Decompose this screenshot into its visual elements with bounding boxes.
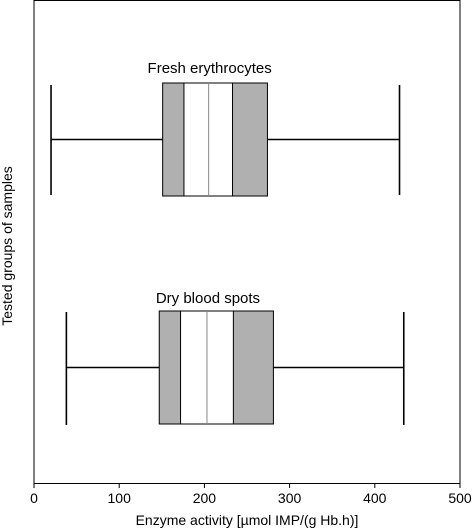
x-tick-label: 100 [108, 490, 132, 506]
boxes-layer: Fresh erythrocytes Dry blood spots [50, 60, 405, 425]
x-axis-label: Enzyme activity [µmol IMP/(g Hb.h)] [136, 512, 359, 528]
y-axis-label: Tested groups of samples [0, 166, 15, 326]
x-tick-label: 200 [193, 490, 217, 506]
x-tick-label: 500 [448, 490, 472, 506]
x-tick-label: 300 [278, 490, 302, 506]
x-tick-label: 0 [30, 490, 38, 506]
x-tick-label: 400 [363, 490, 387, 506]
group-label: Dry blood spots [156, 290, 260, 307]
group-label: Fresh erythrocytes [148, 60, 272, 77]
box-group: Dry blood spots [65, 290, 405, 425]
plot-frame [33, 0, 461, 484]
x-axis-ticks: 0 100 200 300 400 500 [30, 483, 472, 506]
box-group: Fresh erythrocytes [50, 60, 401, 197]
